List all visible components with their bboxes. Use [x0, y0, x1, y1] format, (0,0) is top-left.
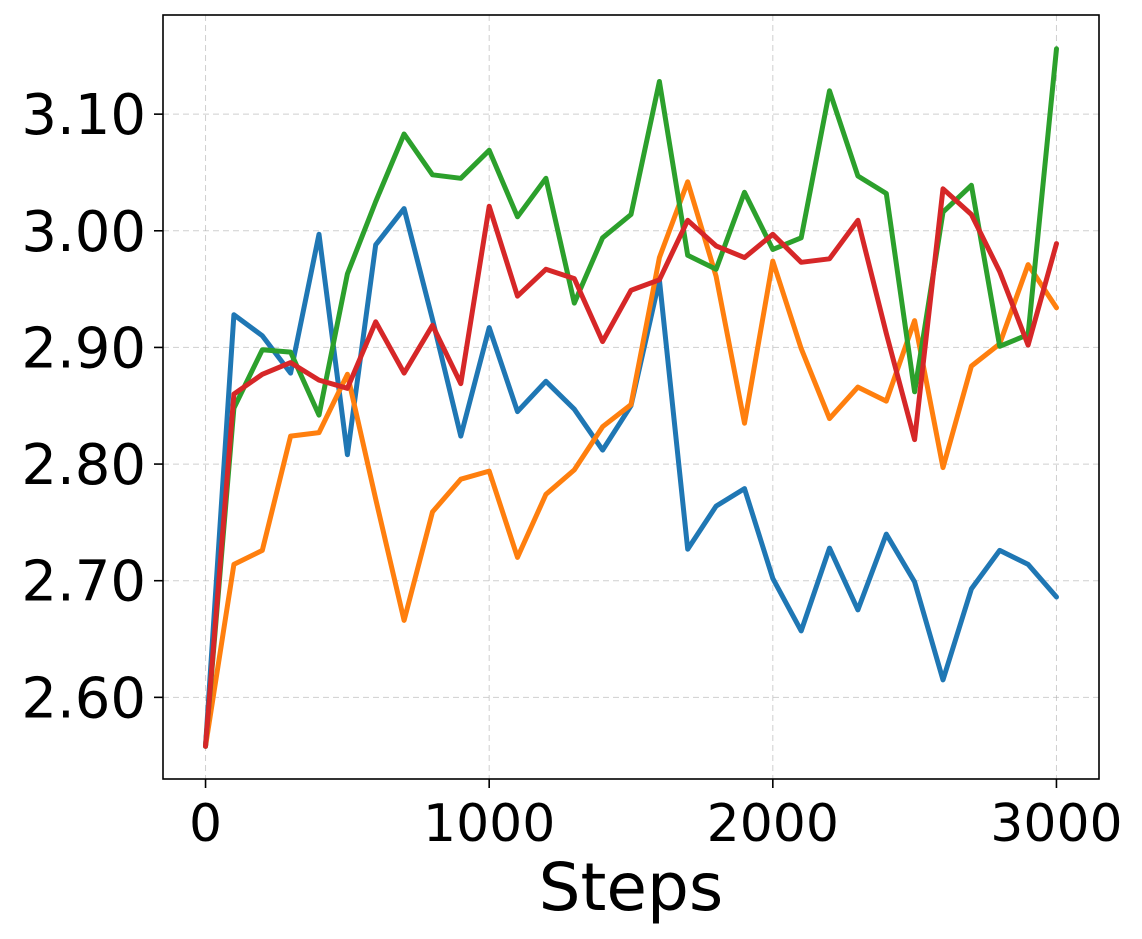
y-axis-ticks: 2.60 2.70 2.80 2.90 3.00 3.10: [21, 83, 163, 731]
x-tick-label: 3000: [990, 794, 1122, 854]
series-line-2: [203, 179, 1059, 749]
y-tick-label: 3.00: [21, 200, 146, 265]
y-tick-label: 2.90: [21, 316, 146, 381]
x-axis-label: Steps: [539, 849, 724, 926]
y-tick-label: 2.80: [21, 433, 146, 498]
x-axis-ticks: 0 1000 2000 3000: [189, 779, 1123, 854]
series-line-4: [203, 186, 1059, 749]
x-tick-label: 1000: [423, 794, 555, 854]
x-tick-label: 2000: [707, 794, 839, 854]
series-line-3: [203, 46, 1059, 749]
series-layer: [203, 46, 1059, 749]
plot-frame: [162, 14, 1100, 780]
y-tick-label: 3.10: [21, 83, 146, 148]
x-tick-label: 0: [189, 794, 222, 854]
y-tick-label: 2.60: [21, 666, 146, 731]
y-tick-label: 2.70: [21, 550, 146, 615]
